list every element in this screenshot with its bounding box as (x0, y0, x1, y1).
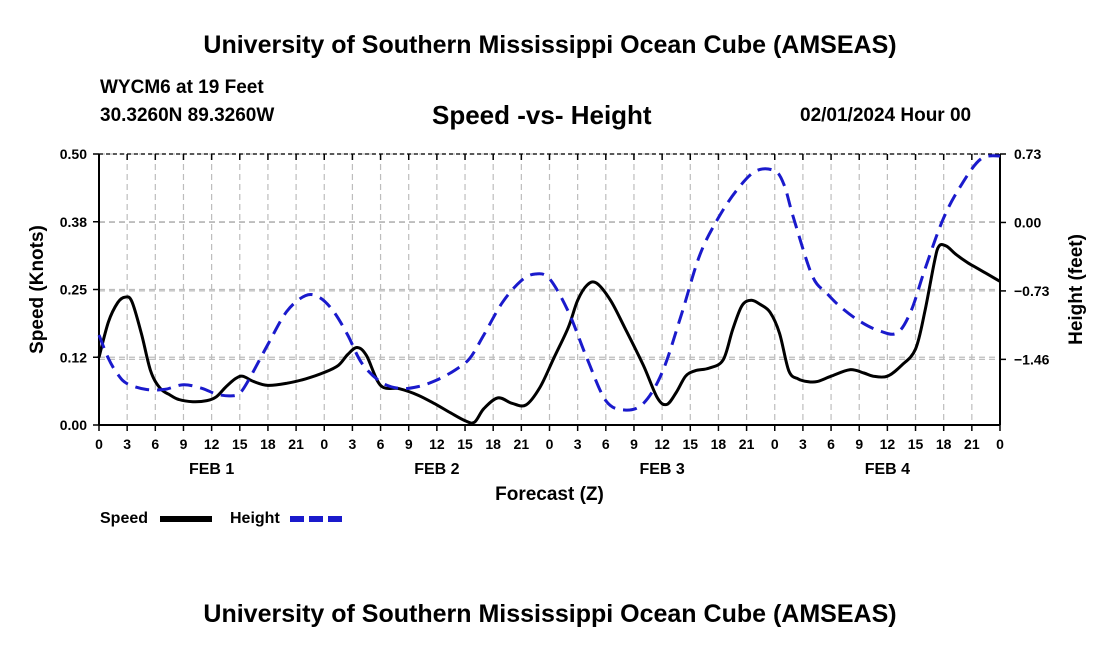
x-tick-label: 9 (405, 436, 413, 452)
x-tick-label: 6 (377, 436, 385, 452)
chart-axes (93, 153, 1006, 431)
x-tick-label: 9 (180, 436, 188, 452)
day-label: FEB 1 (189, 461, 234, 478)
x-tick-label: 18 (936, 436, 952, 452)
x-tick-label: 15 (682, 436, 698, 452)
x-tick-label: 18 (711, 436, 727, 452)
y-tick-label-left: 0.25 (60, 282, 87, 298)
x-tick-label: 0 (95, 436, 103, 452)
x-tick-label: 15 (908, 436, 924, 452)
y-tick-label-left: 0.12 (60, 349, 87, 365)
legend-speed-label: Speed (100, 510, 149, 527)
x-tick-label: 18 (485, 436, 501, 452)
x-tick-label: 0 (320, 436, 328, 452)
x-tick-label: 21 (288, 436, 304, 452)
day-label: FEB 3 (639, 461, 684, 478)
chart-labels: 0 3 6 9 12 15 18 21 0 3 6 9 12 15 18 21 0 3 6 9 12 15 18 21 0 3 6 9… (27, 146, 1087, 505)
x-tick-label: 9 (630, 436, 638, 452)
y-tick-label-left: 0.38 (60, 214, 87, 230)
x-tick-label: 6 (827, 436, 835, 452)
x-tick-label: 0 (546, 436, 554, 452)
page-title: University of Southern Mississippi Ocean… (203, 31, 897, 59)
x-tick-label: 18 (260, 436, 276, 452)
y-axis-title-left: Speed (Knots) (27, 225, 48, 354)
y-tick-label-right: −1.46 (1014, 351, 1050, 367)
y-tick-label-right: 0.00 (1014, 214, 1041, 230)
x-tick-label: 3 (799, 436, 807, 452)
x-tick-label: 3 (349, 436, 357, 452)
x-tick-label: 15 (457, 436, 473, 452)
footer-title: University of Southern Mississippi Ocean… (203, 600, 897, 628)
station-label: WYCM6 at 19 Feet (100, 77, 264, 98)
x-tick-label: 15 (232, 436, 248, 452)
x-tick-label: 12 (204, 436, 220, 452)
speed-series-line (97, 243, 1001, 425)
y-tick-label-left: 0.00 (60, 417, 87, 433)
x-axis-title: Forecast (Z) (495, 484, 604, 505)
x-tick-label: 21 (964, 436, 980, 452)
legend-height-swatch (290, 516, 342, 522)
x-tick-label: 21 (739, 436, 755, 452)
x-tick-label: 0 (996, 436, 1004, 452)
x-tick-label: 12 (429, 436, 445, 452)
chart-grid (99, 153, 1000, 425)
day-label: FEB 2 (414, 461, 459, 478)
forecast-run-time: 02/01/2024 Hour 00 (800, 105, 972, 126)
x-tick-label: 12 (654, 436, 670, 452)
x-tick-label: 21 (514, 436, 530, 452)
x-tick-label: 0 (771, 436, 779, 452)
station-coordinates: 30.3260N 89.3260W (100, 105, 275, 126)
chart-series (97, 154, 1001, 425)
chart-title: Speed -vs- Height (432, 100, 652, 130)
y-tick-label-right: −0.73 (1014, 283, 1050, 299)
y-tick-label-right: 0.73 (1014, 146, 1041, 162)
x-tick-label: 12 (880, 436, 896, 452)
height-series-line (97, 154, 1001, 412)
x-tick-label: 6 (602, 436, 610, 452)
x-tick-label: 9 (855, 436, 863, 452)
y-tick-label-left: 0.50 (60, 146, 87, 162)
x-tick-label: 3 (574, 436, 582, 452)
legend-height-label: Height (230, 510, 280, 527)
day-label: FEB 4 (865, 461, 910, 478)
x-tick-label: 3 (123, 436, 131, 452)
y-axis-title-right: Height (feet) (1066, 234, 1087, 345)
x-tick-label: 6 (151, 436, 159, 452)
legend-speed-swatch (160, 516, 212, 522)
